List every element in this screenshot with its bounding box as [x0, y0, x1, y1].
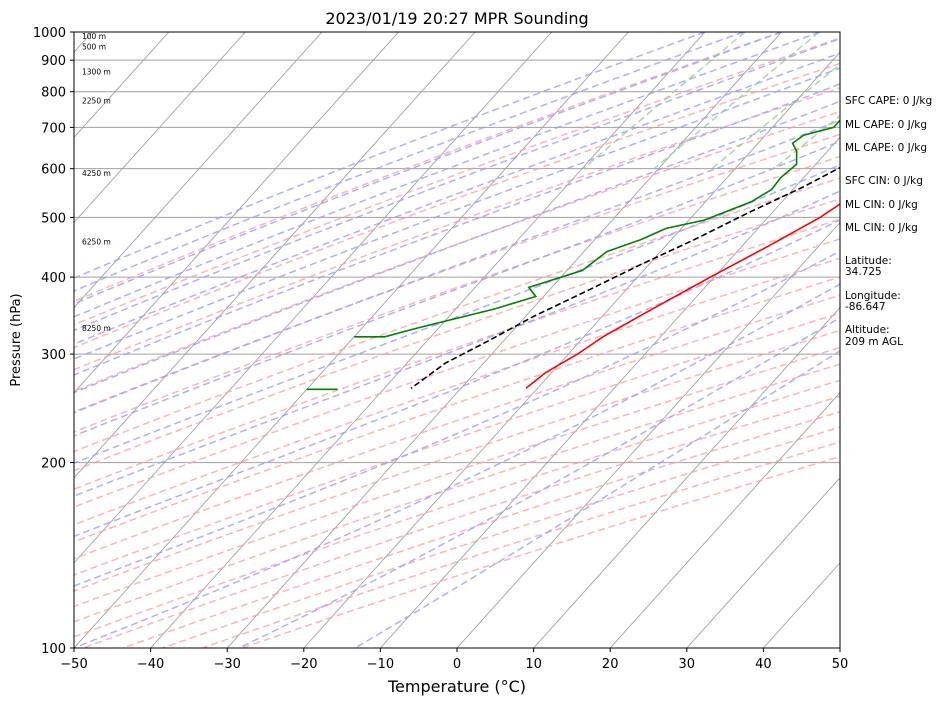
height-label: 8250 m — [82, 324, 111, 333]
dry-adiabat-line — [74, 379, 840, 638]
stat-label: 34.725 — [845, 266, 882, 278]
dry-adiabat-line — [74, 177, 840, 453]
moist-adiabat-line — [74, 32, 706, 279]
dry-adiabat-line — [74, 133, 840, 413]
moist-adiabat-line — [74, 52, 840, 345]
dry-adiabat-line — [74, 37, 840, 326]
sounding-stats: SFC CAPE: 0 J/kg ML CAPE: 0 J/kg ML CAPE: … — [845, 95, 932, 348]
background-lines — [74, 32, 840, 648]
dry-adiabat-line — [74, 32, 782, 303]
dry-adiabat-line — [74, 218, 840, 490]
y-tick-label: 900 — [41, 54, 66, 69]
isotherm-line — [74, 32, 323, 309]
y-axis-ticks: 100 200 300 400 500 600 700 800 900 1000 — [33, 26, 74, 657]
chart-title: 2023/01/19 20:27 MPR Sounding — [325, 9, 588, 28]
x-tick-label: −30 — [213, 657, 240, 672]
dry-adiabat-line — [74, 155, 840, 433]
x-tick-label: −10 — [367, 657, 394, 672]
isotherm-line — [380, 136, 840, 648]
height-label: 1300 m — [82, 68, 111, 77]
isotherm-line — [686, 477, 840, 648]
height-labels: 8250 m 6250 m 4250 m 2250 m 1300 m 500 m 100 m — [82, 32, 111, 333]
dewpoint-line — [354, 119, 840, 338]
moist-adiabat-line — [74, 163, 840, 464]
stat-label: SFC CAPE: 0 J/kg — [845, 95, 932, 107]
dry-adiabat-line — [74, 110, 840, 392]
moist-adiabat-line — [74, 32, 744, 292]
x-tick-label: 20 — [602, 657, 619, 672]
isotherm-line — [74, 32, 170, 139]
dry-adiabat-line — [74, 87, 840, 371]
x-axis-label: Temperature (°C) — [387, 677, 526, 696]
x-tick-label: 30 — [679, 657, 696, 672]
isotherm-line — [74, 32, 476, 479]
x-tick-label: 40 — [755, 657, 772, 672]
y-tick-label: 100 — [41, 642, 66, 657]
moist-adiabat-line — [74, 32, 821, 318]
dry-adiabat-line — [74, 62, 840, 349]
moist-adiabat-line — [74, 37, 840, 332]
isotherm-line — [74, 32, 553, 564]
x-tick-label: 10 — [525, 657, 542, 672]
isotherm-line — [303, 51, 840, 648]
y-tick-label: 800 — [41, 86, 66, 101]
dry-adiabat-line — [74, 312, 840, 576]
isotherm-line — [226, 32, 782, 648]
isotherm-line — [456, 221, 840, 648]
y-tick-label: 600 — [41, 163, 66, 178]
y-tick-label: 300 — [41, 348, 66, 363]
height-label: 2250 m — [82, 97, 111, 106]
moist-adiabat-line — [74, 32, 782, 305]
height-label: 100 m — [82, 32, 106, 41]
height-label: 4250 m — [82, 169, 111, 178]
moist-adiabat-line — [74, 140, 840, 437]
stat-label: ML CAPE: 0 J/kg — [845, 119, 927, 131]
x-axis-ticks: −50 −40 −30 −20 −10 0 10 20 30 40 50 — [60, 648, 848, 672]
x-tick-label: −20 — [290, 657, 317, 672]
dry-adiabat-line — [74, 329, 840, 592]
mixing-ratio-line — [653, 32, 820, 170]
y-axis-label: Pressure (hPa) — [9, 293, 24, 386]
parcel-path-line — [410, 166, 840, 389]
moist-adiabat-line — [74, 83, 840, 376]
stat-label: ML CIN: 0 J/kg — [845, 222, 918, 234]
x-tick-label: 0 — [453, 657, 461, 672]
y-tick-label: 400 — [41, 271, 66, 286]
isotherm-line — [609, 391, 840, 648]
isotherm-line — [74, 32, 629, 648]
y-tick-label: 700 — [41, 121, 66, 136]
height-label: 500 m — [82, 43, 106, 52]
dry-adiabat-line — [74, 294, 840, 560]
moist-adiabat-line — [74, 67, 840, 360]
y-tick-label: 200 — [41, 457, 66, 472]
moist-adiabat-line — [74, 190, 840, 497]
data-series — [306, 119, 840, 391]
stat-label: Latitude: — [845, 255, 892, 267]
moist-adiabat-line — [74, 100, 840, 394]
mixing-ratio-line — [582, 32, 746, 170]
dry-adiabat-line — [82, 395, 840, 648]
x-tick-label: −50 — [60, 657, 87, 672]
y-tick-label: 1000 — [33, 26, 66, 41]
stat-label: SFC CIN: 0 J/kg — [845, 175, 923, 187]
stat-label: -86.647 — [845, 301, 886, 313]
stat-label: ML CAPE: 0 J/kg — [845, 142, 927, 154]
stat-label: Longitude: — [845, 290, 901, 302]
stat-label: ML CIN: 0 J/kg — [845, 199, 918, 211]
dry-adiabat-line — [74, 198, 840, 472]
stat-label: 209 m AGL — [845, 336, 903, 348]
stat-label: Altitude: — [845, 324, 890, 336]
isotherm-line — [74, 32, 246, 224]
moist-adiabat-line — [74, 250, 840, 587]
y-tick-label: 500 — [41, 211, 66, 226]
x-tick-label: −40 — [137, 657, 164, 672]
x-tick-label: 50 — [832, 657, 849, 672]
height-label: 6250 m — [82, 237, 111, 246]
temperature-line — [525, 203, 840, 389]
moist-adiabat-line — [354, 350, 840, 648]
